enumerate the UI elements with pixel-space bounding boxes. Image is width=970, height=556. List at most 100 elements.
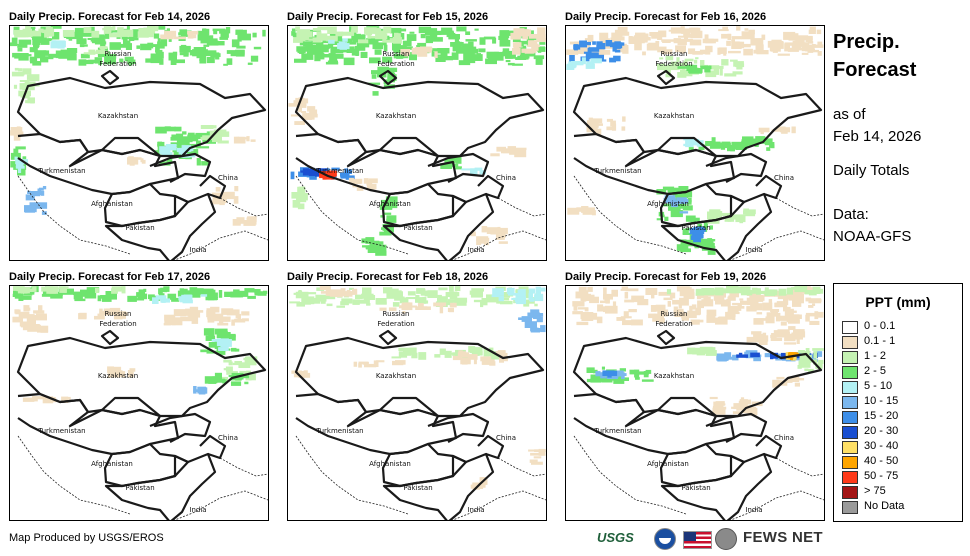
- forecast-panel-feb17: Daily Precip. Forecast for Feb 17, 2026 …: [9, 271, 269, 533]
- precip-cell: [444, 350, 452, 358]
- precip-cell: [634, 42, 642, 51]
- precip-cell: [667, 64, 679, 71]
- precip-cell: [189, 138, 199, 142]
- precip-cell: [724, 73, 737, 77]
- country-label-india: India: [189, 506, 206, 514]
- precip-cell: [771, 129, 784, 132]
- precip-cell: [783, 342, 797, 345]
- precip-cell: [473, 358, 477, 365]
- precip-cell: [493, 53, 504, 57]
- country-label-india: India: [189, 246, 206, 254]
- precip-cell: [225, 366, 233, 372]
- precip-cell: [70, 49, 76, 57]
- precip-cell: [517, 296, 525, 304]
- precip-cell: [801, 38, 805, 45]
- precip-cell: [127, 59, 136, 64]
- precip-cell: [418, 352, 427, 360]
- precip-cell: [234, 348, 240, 352]
- precip-cell: [486, 227, 499, 234]
- precip-cell: [329, 289, 341, 297]
- precip-cell: [152, 297, 159, 304]
- precip-cell: [367, 245, 377, 253]
- precip-cell: [741, 31, 753, 40]
- precip-cell: [679, 290, 688, 297]
- precip-cell: [289, 301, 300, 304]
- precip-cell: [425, 35, 433, 44]
- precip-cell: [458, 41, 462, 50]
- precip-cell: [296, 32, 310, 41]
- precip-cell: [220, 316, 231, 322]
- precip-cell: [703, 221, 708, 229]
- precip-cell: [193, 389, 201, 392]
- precip-cell: [463, 46, 477, 53]
- precip-cell: [238, 290, 249, 297]
- precip-cell: [770, 334, 777, 339]
- precip-cell: [783, 306, 791, 312]
- country-label-turkmenistan: Turkmenistan: [37, 167, 85, 175]
- precip-cell: [59, 289, 67, 293]
- precip-cell: [576, 321, 589, 326]
- logo-strip: USGS FEWS NET: [597, 528, 823, 550]
- precip-cell: [192, 49, 200, 57]
- precip-cell: [470, 168, 478, 176]
- country-label-russia_1: Russian: [383, 50, 410, 58]
- precip-cell: [671, 212, 679, 217]
- precip-cell: [300, 170, 313, 173]
- precip-cell: [634, 38, 645, 42]
- precip-cell: [293, 292, 297, 295]
- precip-cell: [121, 29, 134, 37]
- precip-cell: [766, 312, 777, 317]
- precip-cell: [317, 48, 324, 56]
- precip-cell: [597, 123, 603, 126]
- legend-swatch: [842, 336, 858, 349]
- precip-cell: [517, 55, 530, 59]
- precip-cell: [363, 295, 376, 300]
- precip-cell: [497, 226, 501, 231]
- precip-cell: [515, 57, 527, 60]
- precip-cell: [375, 244, 387, 252]
- precip-cell: [369, 36, 376, 39]
- precip-cell: [525, 300, 535, 304]
- precip-cell: [366, 38, 379, 45]
- precip-cell: [33, 315, 45, 319]
- precip-cell: [729, 292, 739, 298]
- precip-cell: [492, 53, 504, 61]
- precip-cell: [18, 53, 29, 61]
- precip-cell: [245, 356, 253, 363]
- precip-cell: [349, 287, 354, 290]
- country-label-russia_1: Russian: [105, 310, 132, 318]
- country-border: [657, 136, 717, 157]
- country-border: [100, 69, 120, 86]
- precip-cell: [180, 316, 193, 322]
- precip-cell: [718, 29, 729, 32]
- precip-cell: [200, 125, 214, 129]
- precip-cell: [451, 52, 459, 60]
- precip-cell: [296, 302, 305, 307]
- precip-cell: [710, 289, 719, 295]
- precip-cell: [650, 305, 657, 312]
- precip-cell: [17, 166, 22, 173]
- precip-cell: [355, 45, 366, 51]
- forecast-panel-feb18: Daily Precip. Forecast for Feb 18, 2026 …: [287, 271, 547, 533]
- precip-cell: [596, 43, 606, 50]
- precip-cell: [573, 302, 578, 311]
- precip-cell: [726, 40, 731, 46]
- precip-cell: [173, 135, 182, 139]
- precip-cell: [584, 307, 589, 312]
- precip-cell: [709, 225, 713, 230]
- precip-cell: [621, 286, 629, 291]
- precip-cell: [776, 126, 786, 130]
- precip-cell: [113, 316, 123, 320]
- precip-cell: [176, 148, 188, 153]
- precip-cell: [227, 333, 236, 338]
- country-border: [382, 452, 495, 520]
- precip-cell: [10, 131, 24, 135]
- precip-cell: [794, 286, 808, 293]
- precip-cell: [606, 118, 613, 122]
- precip-cell: [20, 290, 28, 294]
- precip-cell: [748, 29, 755, 35]
- country-label-turkmenistan: Turkmenistan: [37, 427, 85, 435]
- precip-cell: [293, 32, 298, 36]
- precip-cell: [631, 298, 639, 303]
- legend-label: 1 - 2: [864, 350, 887, 362]
